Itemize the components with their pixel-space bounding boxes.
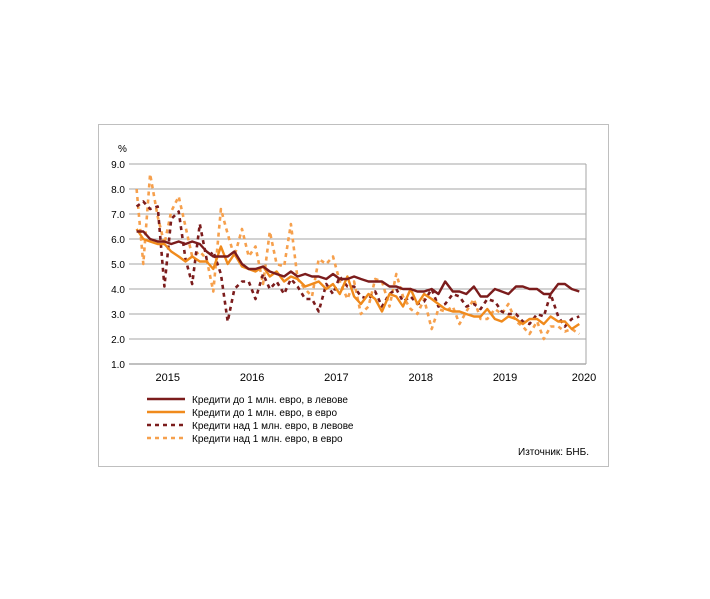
legend-label: Кредити до 1 млн. евро, в левове [192,395,348,406]
grid-lines [129,163,587,365]
y-axis-ticks: 1.0 2.0 3.0 4.0 5.0 6.0 7.0 8.0 9.0 [111,160,125,371]
y-tick-label: 7.0 [111,210,125,221]
x-axis-ticks: 2015 2016 2017 2018 2019 2020 [156,372,597,384]
source-note: Източник: БНБ. [518,447,589,458]
x-tick-label: 2019 [493,372,517,384]
legend-label: Кредити над 1 млн. евро, в левове [192,421,354,432]
chart-frame: 1.0 2.0 3.0 4.0 5.0 6.0 7.0 8.0 9.0 2015 2016 2017… [98,124,609,467]
legend: Кредити до 1 млн. евро, в левове Кредити … [147,395,354,445]
series-line-4 [135,172,581,341]
legend-label: Кредити над 1 млн. евро, в евро [192,434,343,445]
series-line-1 [136,230,580,298]
x-tick-label: 2015 [156,372,180,384]
line-chart: 1.0 2.0 3.0 4.0 5.0 6.0 7.0 8.0 9.0 2015 2016 2017… [111,144,597,458]
y-tick-label: 9.0 [111,160,125,171]
y-tick-label: 3.0 [111,310,125,321]
y-tick-label: 4.0 [111,285,125,296]
series-line-2 [135,228,580,331]
x-tick-label: 2018 [408,372,432,384]
y-tick-label: 5.0 [111,260,125,271]
legend-label: Кредити до 1 млн. евро, в евро [192,408,337,419]
x-tick-label: 2017 [324,372,348,384]
series-lines [135,172,581,341]
y-axis-label: % [118,144,127,155]
y-tick-label: 6.0 [111,235,125,246]
y-tick-label: 8.0 [111,185,125,196]
y-tick-label: 1.0 [111,360,125,371]
x-tick-label: 2016 [240,372,264,384]
x-tick-label: 2020 [572,372,596,384]
y-tick-label: 2.0 [111,335,125,346]
